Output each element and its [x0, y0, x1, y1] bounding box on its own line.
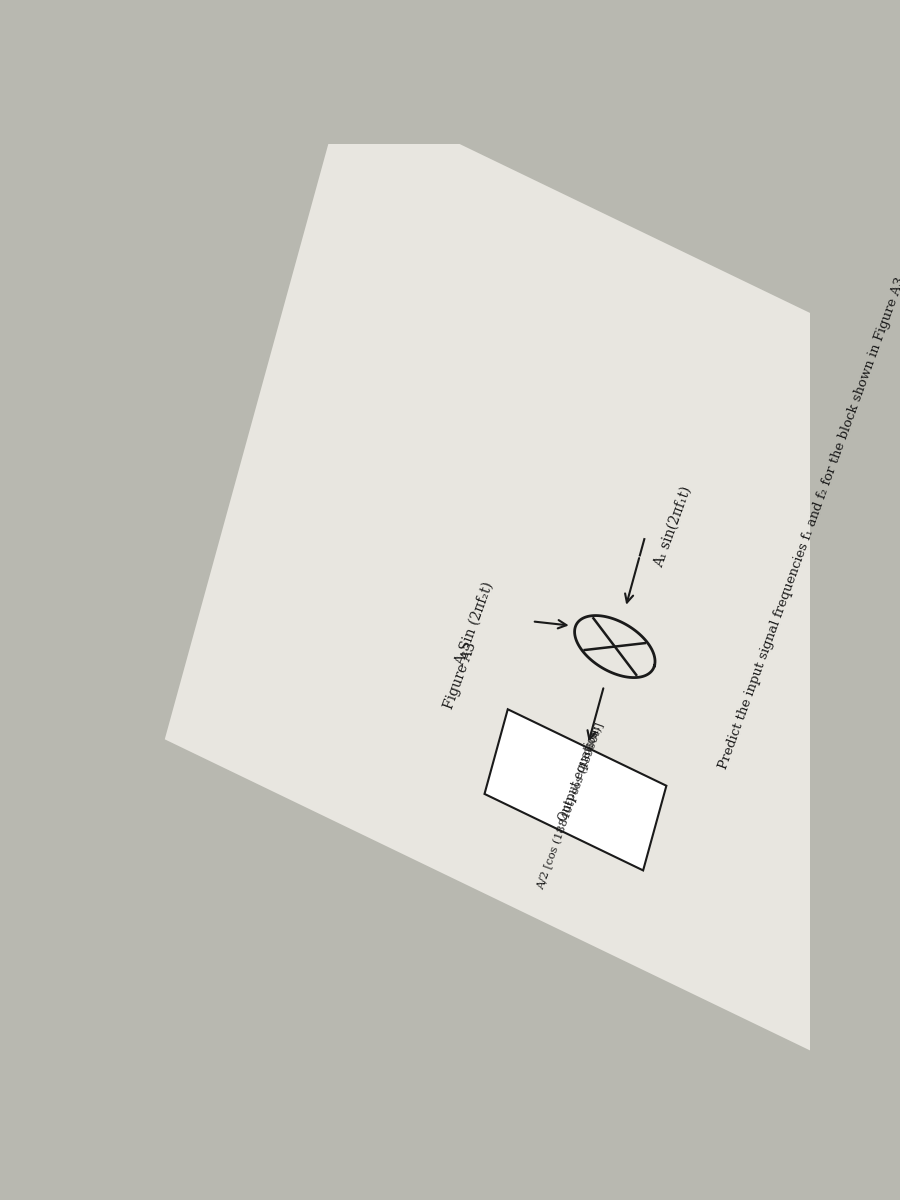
Text: Output equation:: Output equation: [556, 724, 603, 823]
Text: A₁ sin(2πf₁t): A₁ sin(2πf₁t) [651, 485, 693, 569]
Polygon shape [165, 88, 900, 1087]
Text: Figure A3: Figure A3 [441, 640, 479, 710]
Text: A₂Sin (2πf₂t): A₂Sin (2πf₂t) [453, 580, 496, 667]
Polygon shape [484, 709, 666, 870]
Text: Predict the input signal frequencies f₁ and f₂ for the block shown in Figure A3.: Predict the input signal frequencies f₁ … [716, 271, 900, 770]
Text: A/2 [cos (18840t)-cos (43960t)]: A/2 [cos (18840t)-cos (43960t)] [536, 721, 606, 890]
